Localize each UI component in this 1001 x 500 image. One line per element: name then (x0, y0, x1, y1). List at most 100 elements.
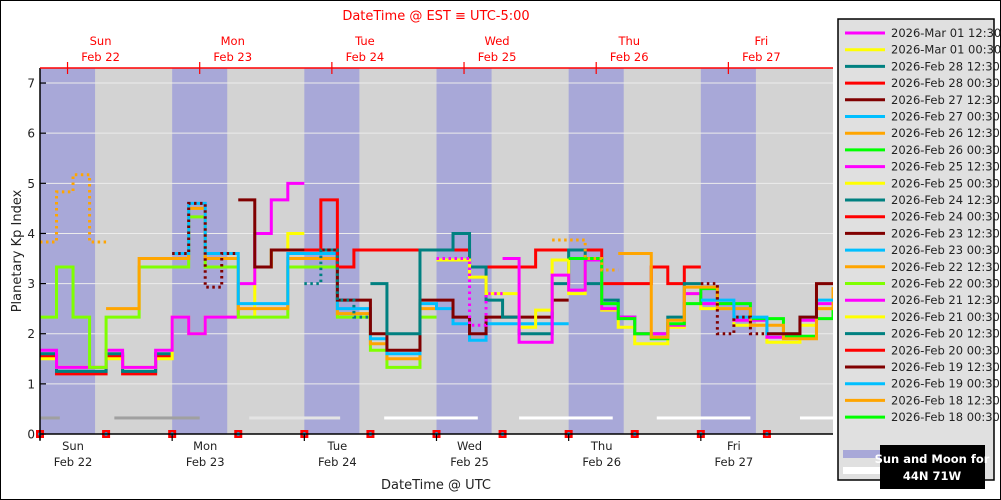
legend-item: 2026-Feb 26 00:30 (845, 143, 1000, 157)
legend-moon-swatch (843, 467, 883, 474)
legend-item: 2026-Feb 27 12:30 (845, 93, 1000, 107)
legend-label: 2026-Feb 26 12:30 (891, 126, 1000, 140)
x-tick-day: Fri (727, 439, 741, 453)
legend-item: 2026-Feb 22 12:30 (845, 260, 1000, 274)
legend-item: 2026-Mar 01 00:30 (845, 43, 1001, 57)
top-x-tick-day: Fri (755, 34, 769, 48)
legend-item: 2026-Feb 25 12:30 (845, 160, 1000, 174)
night-band (700, 68, 756, 434)
legend-label: 2026-Feb 21 12:30 (891, 293, 1000, 307)
legend-label: 2026-Feb 18 12:30 (891, 393, 1000, 407)
x-tick-day: Tue (327, 439, 348, 453)
series-forecast-line (766, 282, 833, 336)
legend-item: 2026-Feb 21 12:30 (845, 293, 1000, 307)
x-tick-date: Feb 25 (450, 455, 489, 469)
y-tick-label: 4 (27, 227, 35, 241)
x-tick-day: Sun (62, 439, 84, 453)
x-tick-date: Feb 23 (186, 455, 225, 469)
legend-label: 2026-Feb 21 00:30 (891, 310, 1000, 324)
moon-up-bar (656, 416, 751, 420)
series-observed-line (552, 238, 619, 272)
top-x-tick-day: Sun (90, 34, 112, 48)
legend-label: 2026-Feb 28 12:30 (891, 59, 1000, 73)
moon-up-bar (114, 416, 200, 420)
x-tick-day: Wed (457, 439, 482, 453)
series-observed-line (700, 282, 767, 336)
night-band (172, 68, 228, 434)
y-tick-label: 5 (27, 177, 35, 191)
sun-moon-label-box (880, 445, 985, 489)
legend-label: 2026-Feb 25 12:30 (891, 160, 1000, 174)
y-tick-label: 3 (27, 277, 35, 291)
y-tick-label: 7 (27, 77, 35, 91)
legend-label: 2026-Feb 19 00:30 (891, 377, 1000, 391)
legend-label: 2026-Mar 01 12:30 (891, 26, 1001, 40)
moon-up-bars (40, 416, 833, 420)
legend-item: 2026-Feb 23 12:30 (845, 226, 1000, 240)
top-x-tick-date: Feb 27 (742, 50, 781, 64)
top-x-tick-date: Feb 22 (81, 50, 120, 64)
top-x-tick-date: Feb 26 (610, 50, 649, 64)
x-tick-date: Feb 22 (54, 455, 93, 469)
y-tick-label: 1 (27, 377, 35, 391)
legend-item: 2026-Feb 24 12:30 (845, 193, 1000, 207)
legend-night-swatch (843, 450, 883, 458)
y-tick-label: 0 (27, 428, 35, 442)
legend-label: 2026-Feb 25 00:30 (891, 176, 1000, 190)
legend-label: 2026-Feb 23 00:30 (891, 243, 1000, 257)
top-x-tick-day: Mon (221, 34, 245, 48)
legend-label: 2026-Feb 26 00:30 (891, 143, 1000, 157)
legend-item: 2026-Feb 24 00:30 (845, 210, 1000, 224)
legend-item: 2026-Feb 27 00:30 (845, 110, 1000, 124)
legend-label: 2026-Feb 19 12:30 (891, 360, 1000, 374)
top-x-tick-date: Feb 23 (213, 50, 252, 64)
moon-up-bar (384, 416, 478, 420)
legend-label: 2026-Feb 27 00:30 (891, 110, 1000, 124)
legend-label: 2026-Feb 22 00:30 (891, 277, 1000, 291)
x-axis-title: DateTime @ UTC (381, 478, 491, 493)
legend-item: 2026-Feb 19 12:30 (845, 360, 1000, 374)
legend-item: 2026-Mar 01 12:30 (845, 26, 1001, 40)
top-axis-title: DateTime @ EST ≡ UTC-5:00 (342, 9, 529, 24)
legend-label: 2026-Mar 01 00:30 (891, 43, 1001, 57)
axes: 0 1 2 3 4 5 6 7 Sun Feb 22 Mon Feb 23 Tue Feb 24 Wed Fe… (27, 34, 833, 469)
legend-item: 2026-Feb 28 00:30 (845, 76, 1000, 90)
y-tick-label: 2 (27, 327, 35, 341)
moon-up-bar (40, 416, 60, 420)
legend-label: 2026-Feb 28 00:30 (891, 76, 1000, 90)
sun-moon-label-line2: 44N 71W (903, 469, 962, 483)
legend-label: 2026-Feb 24 12:30 (891, 193, 1000, 207)
legend: 2026-Mar 01 12:30 2026-Mar 01 00:30 2026-F… (837, 18, 1001, 489)
legend-item: 2026-Feb 23 00:30 (845, 243, 1000, 257)
series-observed-line (304, 248, 371, 319)
legend-item: 2026-Feb 20 00:30 (845, 343, 1000, 357)
legend-item: 2026-Feb 22 00:30 (845, 277, 1000, 291)
legend-item: 2026-Feb 19 00:30 (845, 377, 1000, 391)
moon-up-bar (249, 416, 341, 420)
moon-up-bar (799, 416, 833, 420)
top-x-tick-day: Tue (354, 34, 375, 48)
legend-label: 2026-Feb 22 12:30 (891, 260, 1000, 274)
legend-item: 2026-Feb 26 12:30 (845, 126, 1000, 140)
x-tick-date: Feb 27 (715, 455, 754, 469)
legend-label: 2026-Feb 20 00:30 (891, 343, 1000, 357)
top-x-tick-day: Thu (617, 34, 640, 48)
series-lines (40, 173, 833, 376)
x-tick-day: Thu (590, 439, 613, 453)
x-tick-date: Feb 26 (582, 455, 621, 469)
series-forecast-line (172, 201, 569, 356)
night-band (40, 68, 96, 434)
moon-up-bar (519, 416, 613, 420)
legend-item: 2026-Feb 20 12:30 (845, 327, 1000, 341)
y-axis-title: Planetary Kp Index (10, 189, 25, 312)
legend-label: 2026-Feb 23 12:30 (891, 226, 1000, 240)
legend-item: 2026-Feb 25 00:30 (845, 176, 1000, 190)
legend-label: 2026-Feb 27 12:30 (891, 93, 1000, 107)
legend-item: 2026-Feb 21 00:30 (845, 310, 1000, 324)
top-x-tick-date: Feb 25 (478, 50, 517, 64)
legend-item: 2026-Feb 18 00:30 (845, 410, 1000, 424)
legend-item: 2026-Feb 28 12:30 (845, 59, 1000, 73)
legend-label: 2026-Feb 18 00:30 (891, 410, 1000, 424)
sun-moon-label-line1: Sun and Moon for (875, 452, 990, 466)
legend-item: 2026-Feb 18 12:30 (845, 393, 1000, 407)
